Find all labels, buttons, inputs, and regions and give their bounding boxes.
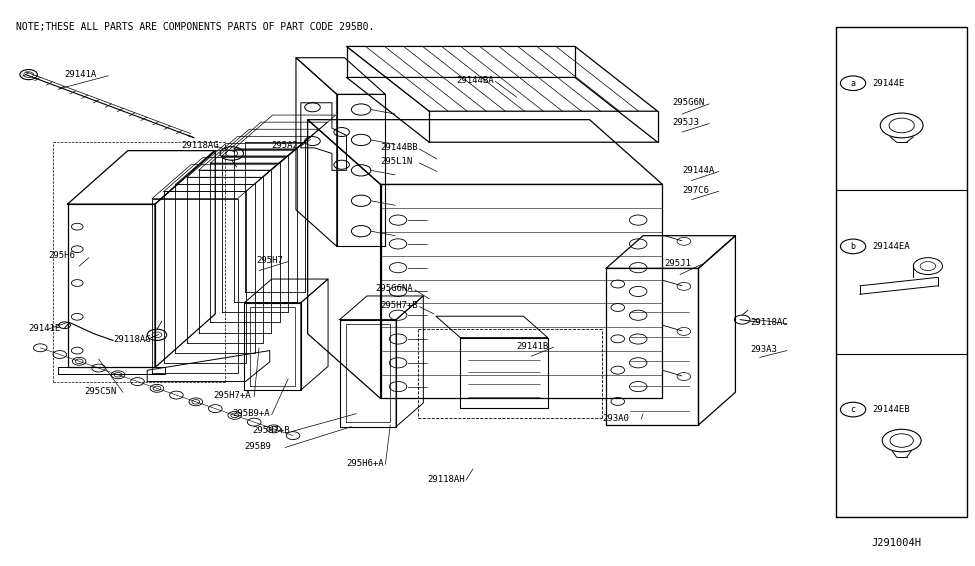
Text: 29141E: 29141E xyxy=(28,324,60,333)
Text: 293A3: 293A3 xyxy=(750,345,777,354)
Text: 295H6+A: 295H6+A xyxy=(346,458,384,468)
Text: 29118AG: 29118AG xyxy=(113,335,151,344)
Text: NOTE;THESE ALL PARTS ARE COMPONENTS PARTS OF PART CODE 295B0.: NOTE;THESE ALL PARTS ARE COMPONENTS PART… xyxy=(16,22,374,32)
Text: 295H7+A: 295H7+A xyxy=(214,391,251,400)
Text: 29118AG: 29118AG xyxy=(181,140,218,149)
Text: 295H7+B: 295H7+B xyxy=(380,301,418,310)
Text: 29144A: 29144A xyxy=(682,166,715,175)
Text: 29141A: 29141A xyxy=(64,70,97,79)
Text: 295H6: 295H6 xyxy=(48,251,75,260)
Text: 295G6NA: 295G6NA xyxy=(375,284,413,293)
Text: 29118AH: 29118AH xyxy=(427,474,465,483)
Text: 295G6N: 295G6N xyxy=(672,98,705,108)
Text: 295B9: 295B9 xyxy=(245,442,271,451)
Text: J291004H: J291004H xyxy=(872,538,921,548)
Text: 29144BA: 29144BA xyxy=(456,76,494,85)
Text: 293A0: 293A0 xyxy=(603,414,629,423)
Text: 29144BB: 29144BB xyxy=(380,143,418,152)
Text: 295H7+B: 295H7+B xyxy=(253,426,290,435)
Text: 295J1: 295J1 xyxy=(664,259,691,268)
Text: 29118AC: 29118AC xyxy=(750,318,788,327)
Text: c: c xyxy=(850,405,855,414)
Text: 29141B: 29141B xyxy=(517,341,549,350)
Text: 295C5N: 295C5N xyxy=(84,387,116,396)
Text: 295A2: 295A2 xyxy=(272,140,298,149)
Text: b: b xyxy=(850,242,855,251)
Text: 295B9+A: 295B9+A xyxy=(233,409,270,418)
Text: a: a xyxy=(850,79,855,88)
Text: 29144E: 29144E xyxy=(873,79,905,88)
Text: 29144EB: 29144EB xyxy=(873,405,910,414)
Text: 295L1N: 295L1N xyxy=(380,157,412,166)
Text: 297C6: 297C6 xyxy=(682,186,709,195)
Text: 295H7: 295H7 xyxy=(256,256,283,265)
Text: 29144EA: 29144EA xyxy=(873,242,910,251)
Text: 295J3: 295J3 xyxy=(672,118,699,127)
